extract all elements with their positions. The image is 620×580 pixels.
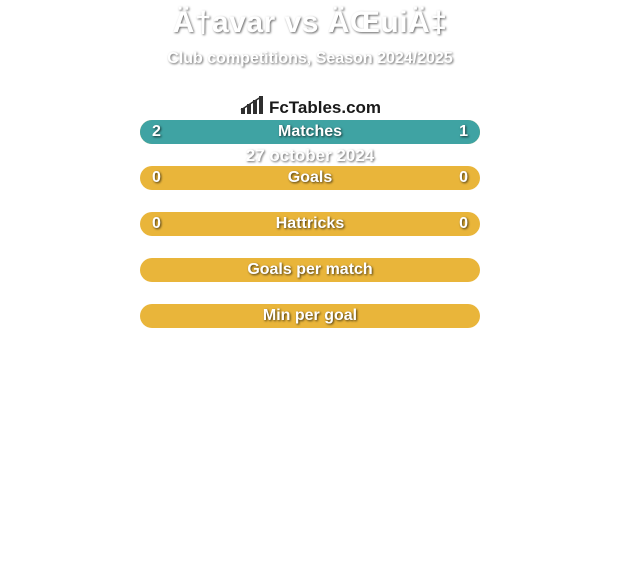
player-right-marker [508,108,612,132]
stat-value-right: 0 [459,215,468,233]
stat-value-left: 2 [152,123,161,141]
player-right-marker [500,156,600,176]
player-left-marker [20,156,120,176]
bar-chart-icon [239,96,265,121]
comparison-row-gpm: Goals per match [0,258,620,282]
stat-value-left: 0 [152,215,161,233]
brand-logo-text: FcTables.com [269,98,381,118]
comparison-row-hattricks: Hattricks 0 0 [0,212,620,236]
stat-label: Goals per match [247,261,372,279]
stat-label: Hattricks [276,215,344,233]
stat-value-right: 0 [459,169,468,187]
stat-value-right: 1 [459,123,468,141]
stat-bar-hattricks: Hattricks 0 0 [140,212,480,236]
stat-label: Matches [278,123,342,141]
stat-value-left: 0 [152,169,161,187]
page-subtitle: Club competitions, Season 2024/2025 [0,50,620,68]
page-title: Ä†avar vs ÄŒuiÄ‡ [0,6,620,40]
player-left-marker [8,108,112,132]
stat-bar-goals: Goals 0 0 [140,166,480,190]
stat-label: Min per goal [263,307,357,325]
stat-bar-matches: Matches 2 1 [140,120,480,144]
header: Ä†avar vs ÄŒuiÄ‡ Club competitions, Seas… [0,0,620,68]
comparison-row-goals: Goals 0 0 [0,166,620,190]
comparison-row-mpg: Min per goal [0,304,620,328]
stat-bar-mpg: Min per goal [140,304,480,328]
comparison-rows: Matches 2 1 Goals 0 0 Hattricks 0 0 Goals per mat… [0,120,620,328]
comparison-row-matches: Matches 2 1 [0,120,620,144]
stat-bar-gpm: Goals per match [140,258,480,282]
stat-label: Goals [288,169,332,187]
